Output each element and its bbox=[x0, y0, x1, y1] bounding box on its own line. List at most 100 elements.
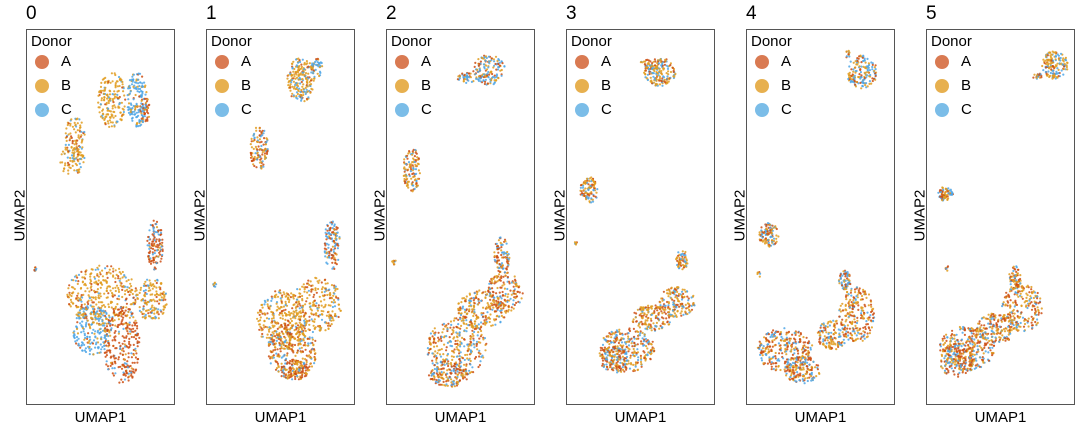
cell-point-donor-b bbox=[99, 85, 103, 88]
cell-point-donor-c bbox=[433, 367, 436, 371]
cell-point-donor-b bbox=[493, 254, 496, 258]
legend-swatch-b bbox=[395, 79, 409, 93]
cell-point-donor-b bbox=[151, 293, 154, 296]
cell-point-donor-a bbox=[267, 306, 270, 310]
cell-point-donor-c bbox=[96, 329, 100, 332]
cell-point-donor-b bbox=[123, 293, 127, 296]
cell-point-donor-b bbox=[686, 302, 689, 305]
cell-point-donor-c bbox=[103, 344, 106, 347]
cell-point-donor-c bbox=[73, 336, 76, 339]
cell-point-donor-c bbox=[590, 180, 593, 183]
cell-point-donor-b bbox=[114, 86, 117, 89]
cell-point-donor-a bbox=[619, 367, 623, 370]
cell-point-donor-b bbox=[282, 343, 285, 347]
cell-point-donor-b bbox=[459, 308, 462, 312]
cell-point-donor-c bbox=[304, 92, 307, 96]
cell-point-donor-b bbox=[74, 123, 77, 126]
cell-point-donor-b bbox=[80, 121, 83, 124]
cell-point-donor-c bbox=[82, 310, 85, 313]
cell-point-donor-b bbox=[411, 169, 414, 172]
cell-point-donor-a bbox=[497, 259, 501, 262]
cell-point-donor-c bbox=[493, 60, 496, 63]
cell-point-donor-c bbox=[110, 327, 113, 330]
cell-point-donor-b bbox=[107, 305, 111, 309]
cell-point-donor-a bbox=[614, 331, 617, 334]
cell-point-donor-a bbox=[441, 367, 444, 370]
cell-point-donor-b bbox=[618, 328, 621, 331]
cell-point-donor-c bbox=[463, 358, 466, 361]
cell-point-donor-b bbox=[70, 294, 73, 298]
cell-point-donor-a bbox=[107, 80, 110, 84]
cell-point-donor-b bbox=[256, 136, 259, 139]
cell-point-donor-b bbox=[101, 78, 104, 81]
cell-point-donor-a bbox=[133, 371, 136, 374]
cell-point-donor-c bbox=[325, 288, 328, 291]
cell-point-donor-a bbox=[629, 354, 632, 357]
cell-point-donor-b bbox=[109, 272, 112, 275]
cell-point-donor-b bbox=[465, 327, 468, 330]
cell-point-donor-c bbox=[86, 335, 89, 338]
cell-point-donor-b bbox=[72, 291, 75, 294]
cell-point-donor-b bbox=[294, 317, 297, 320]
cell-point-donor-c bbox=[142, 284, 145, 287]
cell-point-donor-a bbox=[515, 301, 518, 304]
cell-point-donor-c bbox=[506, 300, 509, 303]
cell-point-donor-b bbox=[67, 133, 70, 136]
cell-point-donor-c bbox=[139, 81, 142, 84]
cell-point-donor-b bbox=[249, 143, 252, 146]
cell-point-donor-b bbox=[310, 78, 313, 81]
cell-point-donor-b bbox=[642, 308, 645, 312]
cell-point-donor-b bbox=[301, 357, 304, 360]
cell-point-donor-c bbox=[140, 123, 143, 126]
cell-point-donor-b bbox=[462, 297, 466, 300]
cell-point-donor-a bbox=[127, 379, 130, 382]
cell-point-donor-b bbox=[471, 332, 474, 336]
cell-point-donor-b bbox=[296, 303, 299, 306]
cell-point-donor-a bbox=[431, 377, 434, 381]
cell-point-donor-b bbox=[101, 322, 104, 325]
cell-point-donor-c bbox=[127, 98, 130, 101]
cell-point-donor-a bbox=[267, 355, 270, 358]
cell-point-donor-a bbox=[648, 70, 651, 73]
cell-point-donor-b bbox=[84, 308, 88, 311]
cell-point-donor-a bbox=[99, 273, 102, 276]
cell-point-donor-b bbox=[284, 368, 287, 372]
cell-point-donor-c bbox=[610, 356, 614, 360]
umap-panel-0: 0 Donor A B C UMAP1 UMAP2 bbox=[0, 0, 180, 432]
cell-point-donor-b bbox=[111, 287, 115, 290]
cell-point-donor-a bbox=[279, 339, 282, 342]
cell-point-donor-c bbox=[308, 336, 311, 339]
cell-point-donor-c bbox=[434, 380, 438, 383]
cell-point-donor-b bbox=[131, 292, 134, 296]
cell-point-donor-a bbox=[147, 312, 150, 315]
cell-point-donor-b bbox=[77, 292, 80, 295]
cell-point-donor-b bbox=[320, 326, 323, 329]
cell-point-donor-a bbox=[464, 368, 467, 371]
cell-point-donor-b bbox=[100, 81, 103, 84]
cell-point-donor-a bbox=[639, 354, 642, 357]
cell-point-donor-b bbox=[297, 57, 300, 60]
cell-point-donor-c bbox=[130, 371, 133, 374]
cell-point-donor-b bbox=[259, 147, 262, 151]
cell-point-donor-b bbox=[67, 169, 70, 172]
cell-point-donor-b bbox=[406, 177, 409, 180]
cell-point-donor-b bbox=[462, 80, 465, 83]
cell-point-donor-b bbox=[275, 322, 278, 325]
cell-point-donor-c bbox=[314, 60, 317, 64]
cell-point-donor-c bbox=[668, 321, 671, 324]
cell-point-donor-b bbox=[114, 277, 117, 280]
cell-point-donor-a bbox=[329, 237, 332, 240]
cell-point-donor-c bbox=[108, 316, 111, 319]
cell-point-donor-c bbox=[83, 343, 86, 346]
cell-point-donor-a bbox=[111, 295, 115, 298]
cell-point-donor-c bbox=[96, 351, 99, 355]
cell-point-donor-b bbox=[73, 128, 76, 131]
cell-point-donor-a bbox=[255, 166, 258, 169]
cell-point-donor-a bbox=[301, 374, 304, 377]
cell-point-donor-a bbox=[153, 266, 156, 269]
cell-point-donor-a bbox=[161, 238, 164, 241]
cell-point-donor-c bbox=[126, 286, 129, 289]
cell-point-donor-a bbox=[465, 378, 468, 381]
cell-point-donor-b bbox=[305, 321, 308, 325]
cell-point-donor-b bbox=[285, 341, 289, 344]
